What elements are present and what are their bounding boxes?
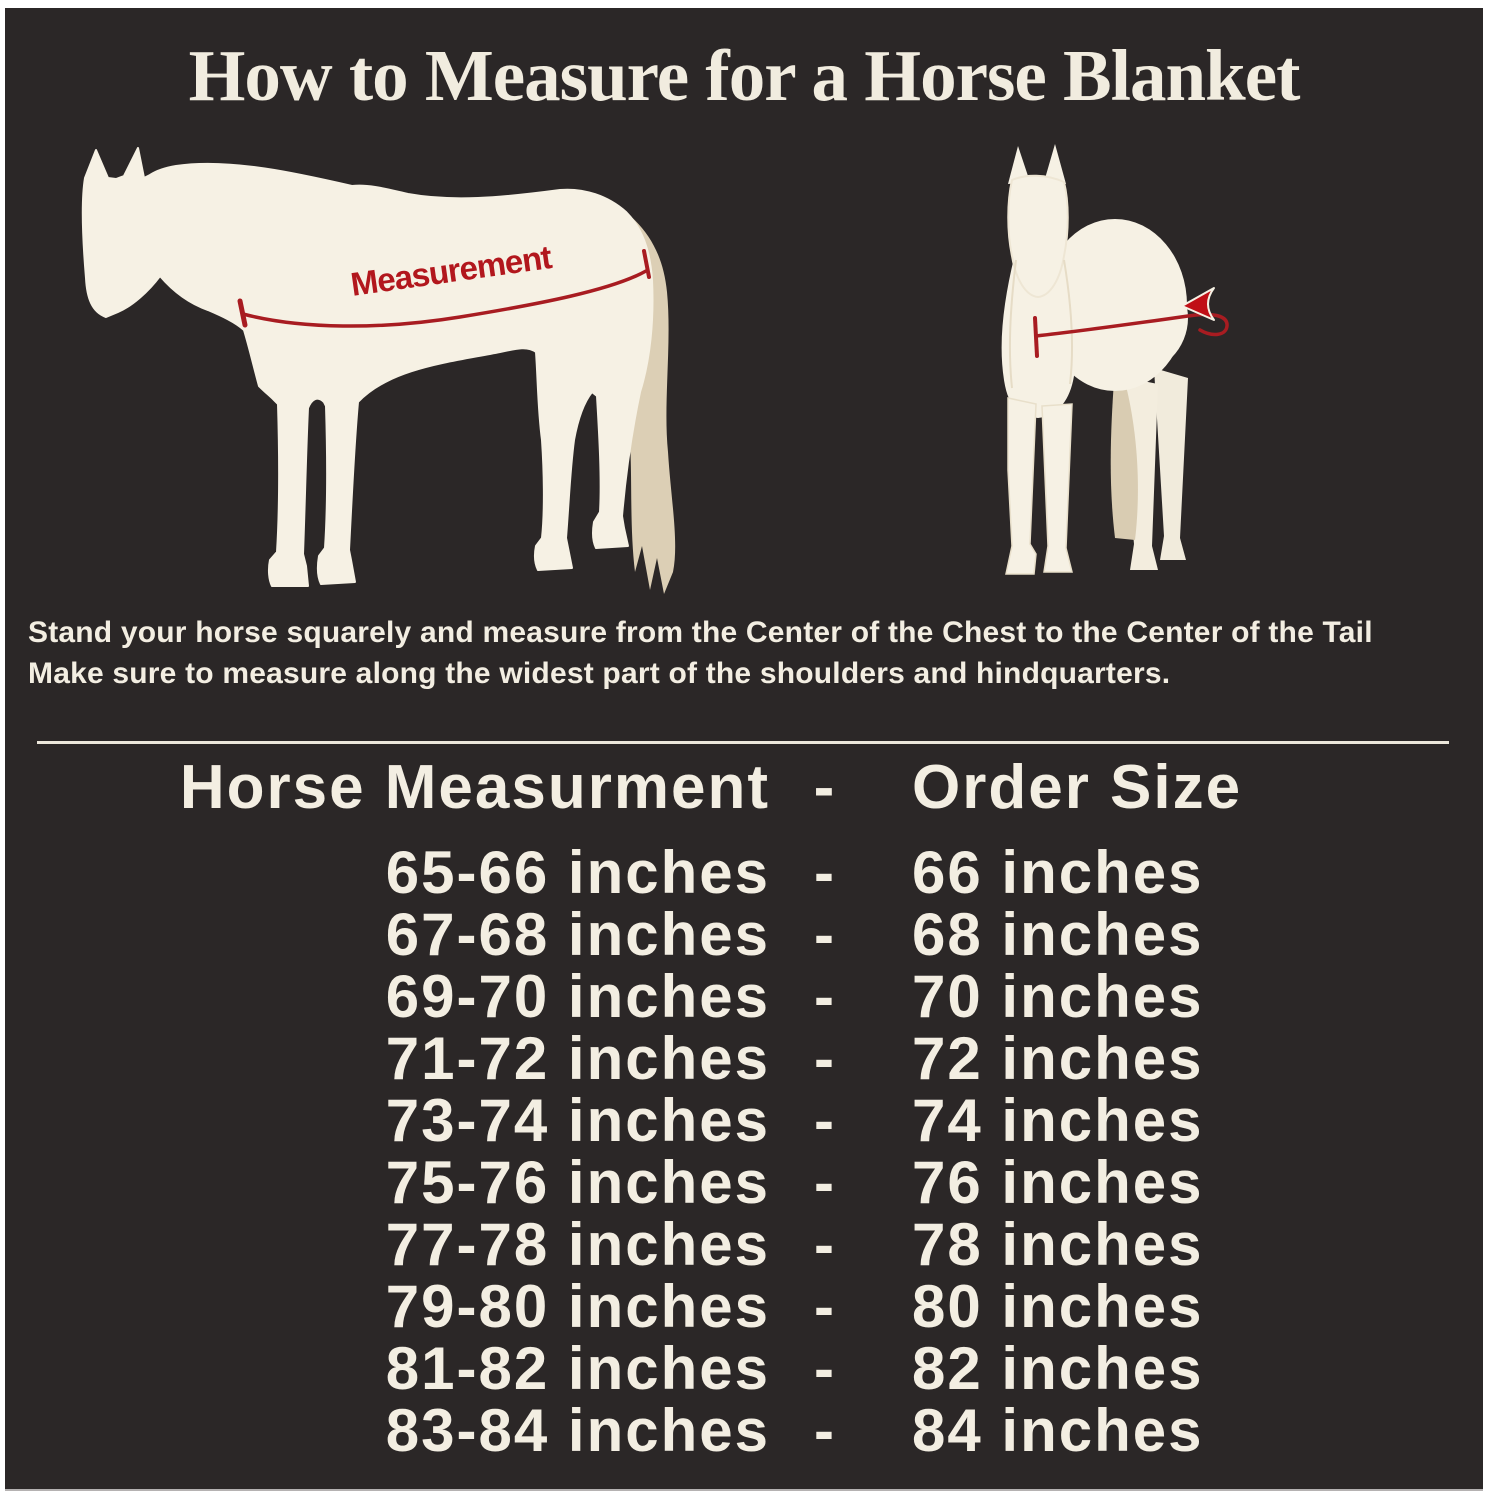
table-row: 83-84 inches - 84 inches (5, 1400, 1483, 1462)
horse-body (81, 147, 654, 587)
side-view-horse-illustration (81, 147, 676, 594)
order-size-cell: 66 inches (912, 839, 1204, 906)
table-row: 73-74 inches - 74 inches (5, 1090, 1483, 1152)
column-header-measurement: Horse Measurment (179, 753, 770, 822)
measurement-cell: 69-70 inches (385, 963, 770, 1030)
table-row: 65-66 inches - 66 inches (5, 842, 1483, 904)
order-size-cell: 68 inches (912, 901, 1204, 968)
measurement-cell: 81-82 inches (385, 1335, 770, 1402)
front-horse-chest (1001, 258, 1076, 418)
instructions-text: Stand your horse squarely and measure fr… (28, 612, 1473, 694)
separator-dash: - (814, 1149, 836, 1216)
measurement-cell: 65-66 inches (385, 839, 770, 906)
measurement-end-tick-right (642, 249, 651, 279)
separator-dash: - (814, 1025, 836, 1092)
instructions-line-1: Stand your horse squarely and measure fr… (28, 616, 1373, 649)
header-separator-dash: - (813, 753, 837, 822)
front-horse-head (1007, 174, 1069, 299)
front-view-horse-illustration (1001, 144, 1229, 575)
order-size-cell: 76 inches (912, 1149, 1204, 1216)
order-size-cell: 78 inches (912, 1211, 1204, 1278)
instructions-line-2: Make sure to measure along the widest pa… (28, 657, 1171, 690)
order-size-cell: 70 inches (912, 963, 1204, 1030)
infographic-panel: How to Measure for a Horse Blanket Measu… (5, 8, 1483, 1489)
measurement-cell: 71-72 inches (385, 1025, 770, 1092)
table-row: 67-68 inches - 68 inches (5, 904, 1483, 966)
girth-arrowhead-icon (1181, 287, 1215, 321)
measurement-end-tick-left (237, 298, 248, 328)
front-horse-ear-right (1044, 144, 1066, 184)
table-row: 69-70 inches - 70 inches (5, 966, 1483, 1028)
table-row: 81-82 inches - 82 inches (5, 1338, 1483, 1400)
size-table: Horse Measurment - Order Size 65-66 inch… (5, 748, 1483, 1462)
measurement-cell: 77-78 inches (385, 1211, 770, 1278)
table-row: 79-80 inches - 80 inches (5, 1276, 1483, 1338)
separator-dash: - (814, 1273, 836, 1340)
front-horse-ear-left (1008, 146, 1030, 184)
measurement-line (241, 269, 648, 328)
front-horse-front-leg-right (1041, 403, 1073, 573)
separator-dash: - (814, 839, 836, 906)
front-horse-neck-contour (1008, 259, 1073, 389)
order-size-cell: 80 inches (912, 1273, 1204, 1340)
table-row: 71-72 inches - 72 inches (5, 1028, 1483, 1090)
size-table-body: 65-66 inches - 66 inches 67-68 inches - … (5, 842, 1483, 1462)
separator-dash: - (814, 963, 836, 1030)
separator-dash: - (814, 1087, 836, 1154)
order-size-cell: 72 inches (912, 1025, 1204, 1092)
horizontal-divider (37, 741, 1449, 744)
separator-dash: - (814, 901, 836, 968)
measurement-cell: 75-76 inches (385, 1149, 770, 1216)
front-horse-tail (1110, 378, 1138, 540)
size-table-header: Horse Measurment - Order Size (5, 748, 1483, 828)
measurement-cell: 67-68 inches (385, 901, 770, 968)
table-row: 75-76 inches - 76 inches (5, 1152, 1483, 1214)
page-title: How to Measure for a Horse Blanket (188, 35, 1301, 116)
table-row: 77-78 inches - 78 inches (5, 1214, 1483, 1276)
measurement-cell: 79-80 inches (385, 1273, 770, 1340)
order-size-cell: 74 inches (912, 1087, 1204, 1154)
order-size-cell: 82 inches (912, 1335, 1204, 1402)
front-horse-front-leg-left (1005, 397, 1037, 575)
order-size-cell: 84 inches (912, 1397, 1204, 1464)
measurement-cell: 83-84 inches (385, 1397, 770, 1464)
column-header-order-size: Order Size (912, 753, 1243, 822)
separator-dash: - (814, 1211, 836, 1278)
separator-dash: - (814, 1335, 836, 1402)
separator-dash: - (814, 1397, 836, 1464)
front-horse-hind-leg-right (1154, 368, 1188, 560)
measurement-cell: 73-74 inches (385, 1087, 770, 1154)
front-horse-rump (1076, 262, 1188, 374)
